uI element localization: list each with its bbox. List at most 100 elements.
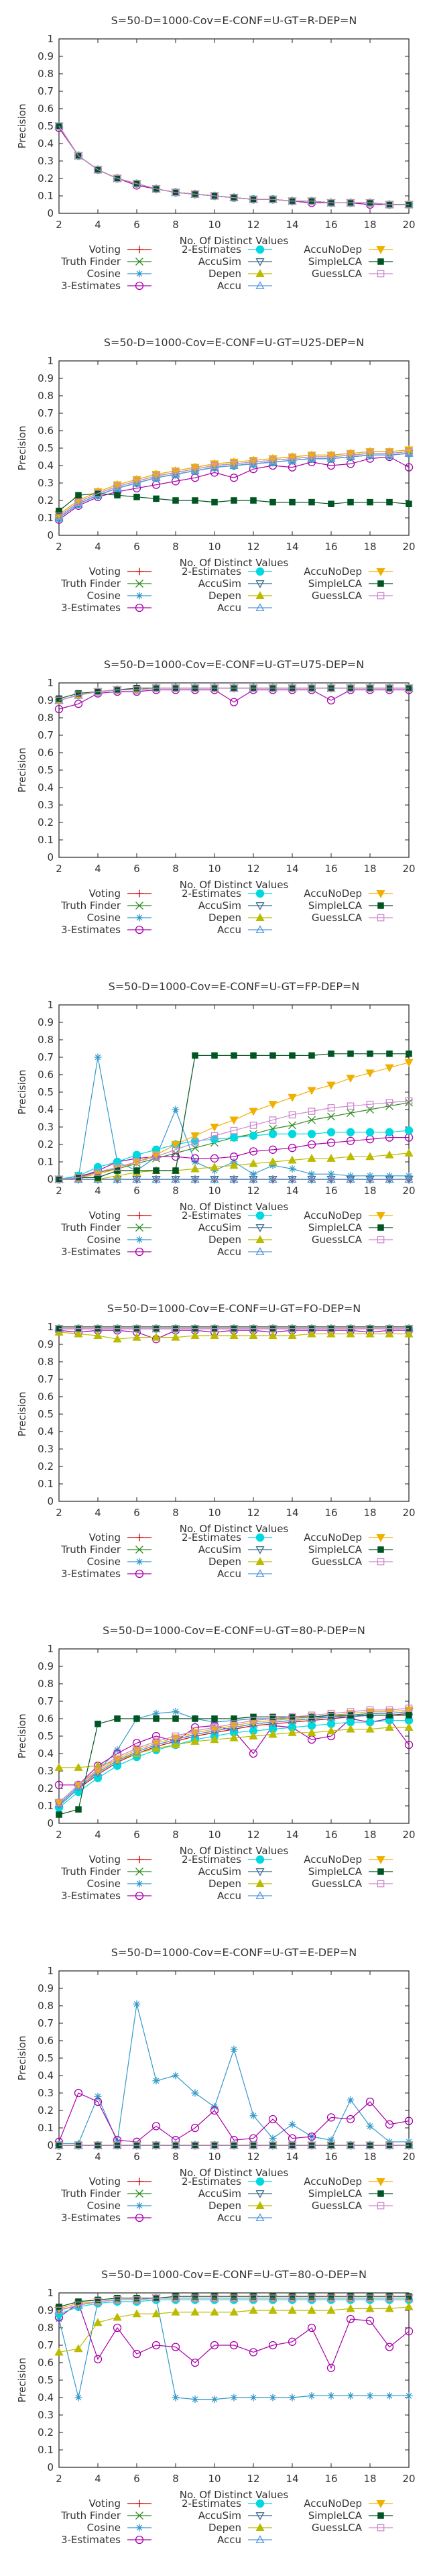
x-tick-label: 16 [324,541,337,553]
data-point [288,1144,297,1152]
data-point [133,1744,141,1752]
y-tick-label: 0.9 [38,50,54,62]
y-tick-label: 0.3 [38,2409,54,2421]
data-point [346,1724,355,1733]
data-point [346,1136,355,1145]
series-3-estimates [54,2088,414,2146]
legend-marker [255,2190,265,2198]
data-point [249,2348,258,2357]
y-tick-label: 0 [47,851,54,863]
y-tick-label: 0.8 [38,2000,54,2012]
legend-entry: GuessLCA [312,1234,393,1246]
x-tick-label: 12 [247,1507,259,1519]
legend-marker [377,1558,385,1566]
legend-label: AccuSim [198,1866,241,1878]
data-point [211,498,218,506]
legend-label: 3-Estimates [61,924,121,936]
series-depen [54,1327,414,1343]
data-point [113,1755,122,1764]
data-point [288,2394,296,2402]
x-tick-label: 12 [247,1185,259,1197]
legend-entry: 2-Estimates [182,2176,272,2188]
data-point [94,1766,102,1773]
data-point [133,2141,141,2149]
legend-marker [377,914,385,922]
data-point [93,1163,103,1171]
legend-entry: AccuSim [198,2510,272,2522]
legend-marker [255,925,265,934]
x-axis-label: No. Of Distinct Values [180,1523,289,1535]
data-point [347,1102,355,1110]
x-tick-label: 4 [95,1829,101,1841]
chart-title: S=50-D=1000-Cov=E-CONF=U-GT=U25-DEP=N [104,336,364,349]
legend-entry: Depen [208,1234,272,1246]
y-tick-label: 0.9 [38,372,54,384]
legend-entry: AccuNoDep [304,1854,393,1866]
y-tick-label: 0.7 [38,2339,54,2351]
data-point [113,1753,121,1761]
data-point [133,478,141,485]
legend-label: Accu [217,1890,241,1902]
x-tick-label: 2 [56,1829,62,1841]
data-point [132,1150,141,1159]
data-point [288,2141,296,2149]
x-tick-label: 16 [324,2151,337,2163]
legend-entry: GuessLCA [312,2522,393,2534]
y-axis-label: Precision [16,748,28,793]
data-point [366,1706,374,1714]
data-point [133,1167,140,1174]
data-point [404,1059,414,1067]
data-point [327,453,335,461]
y-tick-label: 0.5 [38,764,54,776]
y-tick-label: 0.7 [38,2017,54,2029]
x-tick-label: 6 [133,1507,140,1519]
legend-label: Voting [89,566,121,578]
y-tick-label: 0.1 [38,1156,54,1168]
series-simplelca [56,490,412,515]
x-tick-label: 18 [363,1185,376,1197]
y-tick-label: 0.3 [38,799,54,811]
legend-entry: SimpleLCA [308,1544,393,1556]
data-point [385,201,393,209]
data-point [366,2122,374,2130]
x-tick-label: 20 [402,1829,415,1841]
data-point [307,1130,316,1138]
series-line [58,1707,410,1803]
legend-entry: 2-Estimates [182,1854,272,1866]
data-point [346,452,355,461]
data-point [172,497,179,504]
legend-entry: Cosine [87,912,151,924]
legend-marker [135,1880,143,1888]
legend-marker [377,592,385,600]
data-point [94,1169,102,1176]
precision-chart-8: S=50-D=1000-Cov=E-CONF=U-GT=80-O-DEP=N 0 0… [16,2268,416,2546]
x-tick-label: 4 [95,863,101,875]
x-tick-label: 6 [133,1829,140,1841]
data-point [268,2341,278,2350]
x-tick-label: 16 [324,2473,337,2485]
legend-entry: 2-Estimates [182,888,272,900]
legend-label: Accu [217,2534,241,2546]
legend-entry: AccuSim [198,2188,272,2200]
data-point [308,1116,316,1124]
data-point [288,1165,296,1173]
x-tick-label: 16 [324,1829,337,1841]
legend-label: Accu [217,1246,241,1258]
legend-label: Cosine [87,1878,121,1890]
x-tick-label: 10 [208,1829,221,1841]
data-point [153,495,160,502]
legend-marker [135,1224,143,1232]
data-point [55,696,63,704]
data-point [326,696,336,705]
data-point [152,684,160,692]
data-point [307,2323,316,2332]
data-point [151,2341,161,2350]
data-point [210,462,219,471]
data-point [366,199,374,207]
data-point [347,2392,355,2400]
y-tick-label: 0.8 [38,390,54,402]
y-tick-label: 0.4 [38,1748,54,1760]
legend-label: GuessLCA [312,2200,363,2212]
data-point [365,2097,375,2106]
legend-entry: Depen [208,912,272,924]
